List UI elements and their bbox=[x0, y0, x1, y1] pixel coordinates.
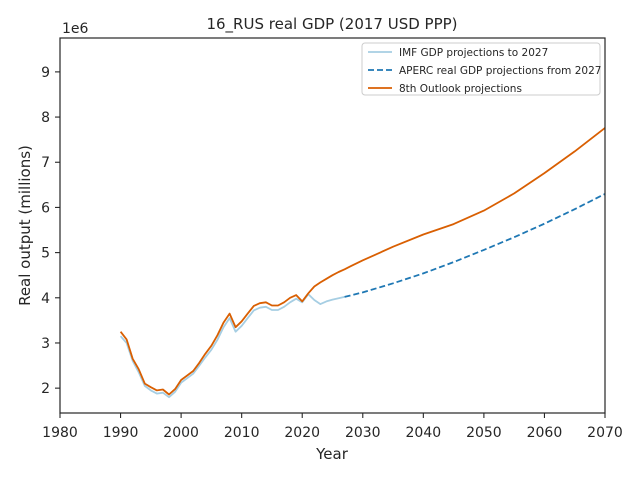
x-tick-label: 2070 bbox=[587, 425, 623, 441]
chart-title: 16_RUS real GDP (2017 USD PPP) bbox=[206, 15, 457, 34]
x-tick-label: 1990 bbox=[103, 425, 139, 441]
y-axis-title: Real output (millions) bbox=[16, 145, 34, 306]
y-tick-label: 4 bbox=[41, 291, 50, 307]
legend-label-3: 8th Outlook projections bbox=[399, 83, 522, 95]
y-axis: 2 3 4 5 6 7 8 9 bbox=[41, 65, 60, 397]
y-tick-label: 2 bbox=[41, 381, 50, 397]
series-line-2 bbox=[344, 193, 606, 298]
y-tick-label: 6 bbox=[41, 200, 50, 216]
y-tick-label: 9 bbox=[41, 65, 50, 81]
x-tick-label: 1980 bbox=[42, 425, 78, 441]
legend-label-1: IMF GDP projections to 2027 bbox=[399, 47, 548, 59]
x-tick-label: 2050 bbox=[466, 425, 502, 441]
x-axis-title: Year bbox=[315, 445, 349, 463]
plot-lines bbox=[119, 127, 606, 399]
legend-box bbox=[361, 42, 601, 96]
y-tick-label: 8 bbox=[41, 110, 50, 126]
x-axis: 1980 1990 2000 2010 2020 2030 2040 2050 2060 2070 bbox=[42, 413, 623, 441]
x-tick-label: 2030 bbox=[345, 425, 381, 441]
x-tick-label: 2040 bbox=[406, 425, 442, 441]
x-tick-label: 2010 bbox=[224, 425, 260, 441]
series-line-3 bbox=[119, 127, 606, 396]
x-tick-label: 2000 bbox=[163, 425, 199, 441]
plot-frame bbox=[59, 37, 606, 414]
y-tick-label: 3 bbox=[41, 336, 50, 352]
legend: IMF GDP projections to 2027 APERC real GD… bbox=[361, 42, 601, 96]
legend-label-2: APERC real GDP projections from 2027 bbox=[399, 65, 601, 77]
y-tick-label: 7 bbox=[41, 155, 50, 171]
y-tick-label: 5 bbox=[41, 246, 50, 262]
x-tick-label: 2020 bbox=[284, 425, 320, 441]
y-offset-label: 1e6 bbox=[62, 21, 89, 37]
x-tick-label: 2060 bbox=[527, 425, 563, 441]
